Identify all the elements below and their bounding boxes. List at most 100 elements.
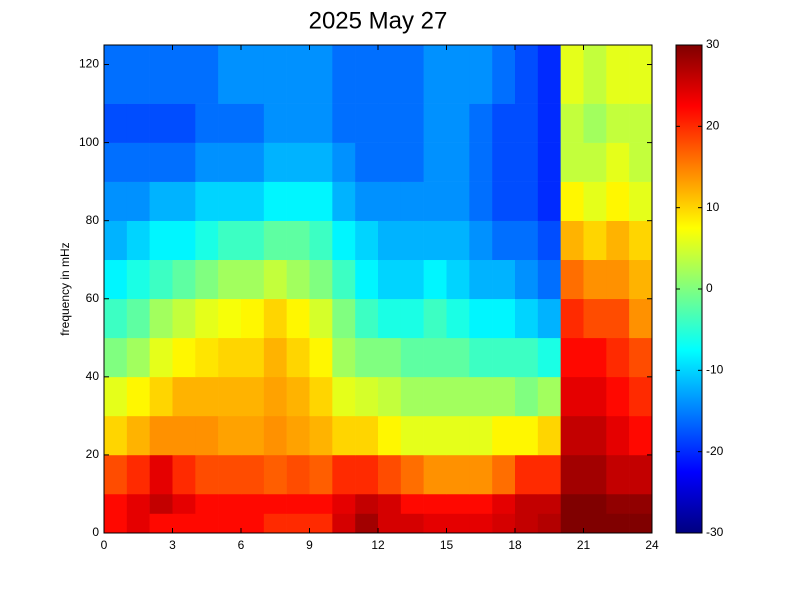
heatmap-cell (629, 376, 653, 417)
heatmap-cell (560, 493, 584, 514)
heatmap-cell (104, 513, 128, 534)
heatmap-cell (241, 493, 265, 514)
heatmap-cell (104, 493, 128, 514)
heatmap-cell (469, 513, 493, 534)
heatmap-cell (400, 376, 424, 417)
heatmap-cell (126, 337, 150, 378)
heatmap-cell (400, 45, 424, 104)
heatmap-cell (583, 415, 607, 456)
heatmap-cell (172, 259, 196, 300)
heatmap-cell (560, 45, 584, 104)
heatmap-cell (309, 142, 333, 182)
heatmap-cell (423, 103, 447, 143)
heatmap-cell (469, 142, 493, 182)
heatmap-cell (149, 220, 173, 261)
heatmap-cell (332, 376, 356, 417)
heatmap-cell (446, 415, 470, 456)
heatmap-cell (378, 45, 402, 104)
heatmap-cell (492, 259, 516, 300)
heatmap-cell (583, 493, 607, 514)
y-tick-label: 0 (92, 525, 99, 539)
heatmap-cell (629, 103, 653, 143)
heatmap-cell (126, 259, 150, 300)
heatmap-cell (446, 45, 470, 104)
heatmap-cell (515, 142, 539, 182)
heatmap-cell (492, 220, 516, 261)
heatmap-cell (172, 513, 196, 534)
heatmap-cell (606, 181, 630, 221)
heatmap-cell (629, 45, 653, 104)
heatmap-cell (195, 337, 219, 378)
heatmap-cell (583, 298, 607, 339)
heatmap-cell (104, 376, 128, 417)
heatmap-cell (537, 454, 561, 495)
heatmap-cell (332, 493, 356, 514)
heatmap-cell (606, 337, 630, 378)
heatmap-cell (126, 513, 150, 534)
heatmap-cell (263, 454, 287, 495)
heatmap-cell (355, 298, 379, 339)
y-tick-label: 100 (79, 135, 99, 149)
heatmap-cell (537, 493, 561, 514)
heatmap-cell (286, 181, 310, 221)
x-tick-label: 12 (371, 538, 385, 552)
heatmap-cell (560, 298, 584, 339)
heatmap-cell (400, 259, 424, 300)
heatmap-cell (286, 142, 310, 182)
heatmap-cell (537, 415, 561, 456)
heatmap-cell (446, 142, 470, 182)
heatmap-cell (241, 513, 265, 534)
heatmap-cell (172, 415, 196, 456)
heatmap-cell (560, 415, 584, 456)
heatmap-cell (149, 298, 173, 339)
heatmap-cell (332, 298, 356, 339)
heatmap-cell (378, 513, 402, 534)
heatmap-cell (263, 103, 287, 143)
heatmap-cell (469, 415, 493, 456)
colorbar-tick-label: 30 (706, 37, 720, 51)
heatmap-cell (423, 415, 447, 456)
x-tick-label: 24 (645, 538, 659, 552)
heatmap-cell (378, 298, 402, 339)
heatmap-cell (446, 103, 470, 143)
heatmap-cell (286, 298, 310, 339)
heatmap-cell (423, 220, 447, 261)
heatmap-cell (286, 45, 310, 104)
heatmap-cell (583, 513, 607, 534)
heatmap-cell (195, 142, 219, 182)
heatmap-cell (446, 376, 470, 417)
heatmap-cell (286, 259, 310, 300)
heatmap-cell (355, 45, 379, 104)
heatmap-cell (492, 142, 516, 182)
heatmap-cell (218, 298, 242, 339)
heatmap-cell (378, 415, 402, 456)
heatmap-cell (423, 454, 447, 495)
heatmap-cell (286, 493, 310, 514)
heatmap-cell (400, 220, 424, 261)
heatmap-cell (583, 103, 607, 143)
y-tick-label: 120 (79, 57, 99, 71)
heatmap-cell (583, 45, 607, 104)
heatmap-cell (606, 259, 630, 300)
heatmap-cell (537, 181, 561, 221)
heatmap-cell (355, 142, 379, 182)
heatmap-cell (629, 298, 653, 339)
heatmap-cell (332, 259, 356, 300)
heatmap-cell (469, 298, 493, 339)
heatmap-cell (469, 376, 493, 417)
heatmap-cell (378, 493, 402, 514)
heatmap-cell (286, 103, 310, 143)
heatmap-cell (126, 454, 150, 495)
heatmap-cell (583, 181, 607, 221)
heatmap-cell (149, 259, 173, 300)
heatmap-cell (537, 298, 561, 339)
heatmap-cell (355, 513, 379, 534)
heatmap-cell (263, 142, 287, 182)
heatmap-cell (149, 337, 173, 378)
heatmap-cell (126, 376, 150, 417)
heatmap-cell (172, 220, 196, 261)
heatmap-cell (400, 142, 424, 182)
heatmap-cell (469, 259, 493, 300)
heatmap-cell (104, 220, 128, 261)
